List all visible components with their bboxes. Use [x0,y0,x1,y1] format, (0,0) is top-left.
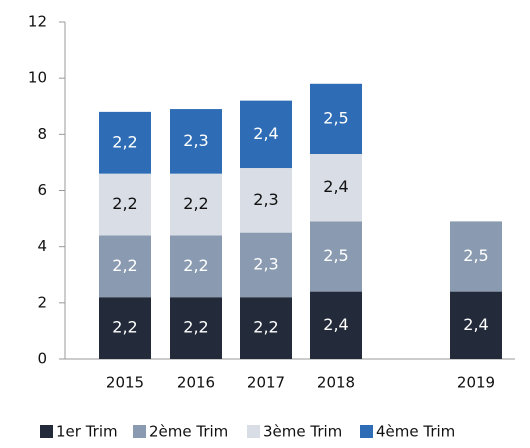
bar-segment [170,173,222,236]
x-tick-label: 2018 [317,374,355,392]
bar-segment [310,291,362,359]
bar-segment [99,297,151,359]
bar-segment [99,173,151,236]
data-label: 2,4 [323,177,348,196]
data-label: 2,4 [323,315,348,334]
legend-label: 3ème Trim [263,423,342,441]
data-label: 2,5 [323,246,348,265]
legend-label: 2ème Trim [149,423,228,441]
legend-swatch [360,425,373,438]
bar-segment [240,297,292,359]
data-label: 2,3 [183,131,208,150]
data-label: 2,4 [253,124,278,143]
bar-segment [310,83,362,154]
data-label: 2,2 [112,318,137,337]
y-tick-label: 0 [37,350,47,368]
data-label: 2,5 [323,108,348,127]
legend-swatch [40,425,53,438]
bar-segment [450,291,502,359]
data-label: 2,2 [112,132,137,151]
bar-segment [99,235,151,298]
bar-segment [450,221,502,292]
legend-swatch [247,425,260,438]
bar-segment [170,109,222,174]
legend-label: 4ème Trim [376,423,455,441]
bar-segment [240,100,292,169]
bar-segment [99,111,151,174]
data-label: 2,4 [463,315,488,334]
x-tick-label: 2019 [457,374,495,392]
bar-segment [240,232,292,298]
data-label: 2,5 [463,246,488,265]
bar-segment [170,235,222,298]
bar-segment [310,221,362,292]
data-label: 2,2 [183,256,208,275]
data-label: 2,3 [253,190,278,209]
data-label: 2,2 [253,318,278,337]
y-tick-label: 4 [37,237,47,255]
x-tick-label: 2017 [247,374,285,392]
bar-segment [240,168,292,233]
data-label: 2,2 [112,194,137,213]
y-tick-label: 12 [28,13,47,31]
x-tick-label: 2015 [106,374,144,392]
bar-segment [170,297,222,359]
legend-swatch [133,425,146,438]
y-tick-label: 6 [37,181,47,199]
x-tick-label: 2016 [177,374,215,392]
data-label: 2,3 [253,254,278,273]
y-tick-label: 2 [37,293,47,311]
data-label: 2,2 [112,256,137,275]
y-tick-label: 8 [37,125,47,143]
y-tick-label: 10 [28,69,47,87]
legend-label: 1er Trim [56,423,118,441]
data-label: 2,2 [183,318,208,337]
bar-segment [310,153,362,222]
data-label: 2,2 [183,194,208,213]
